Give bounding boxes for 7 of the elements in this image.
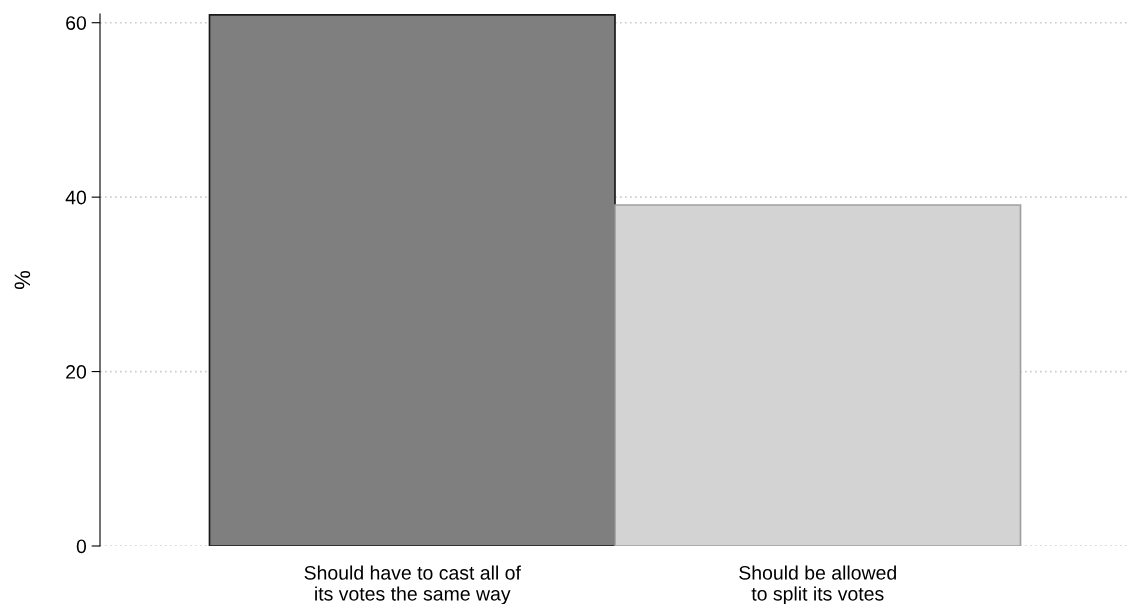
x-tick-label: Should have to cast all of its votes the same way	[304, 565, 521, 604]
y-tick-label: 40	[65, 190, 87, 205]
y-tick-label: 0	[76, 539, 87, 554]
y-tick-label: 20	[66, 365, 87, 379]
y-tick-label: 60	[66, 16, 87, 30]
x-tick-label: Should be allowed to split its votes	[739, 565, 896, 604]
y-axis-title: %	[14, 270, 31, 290]
